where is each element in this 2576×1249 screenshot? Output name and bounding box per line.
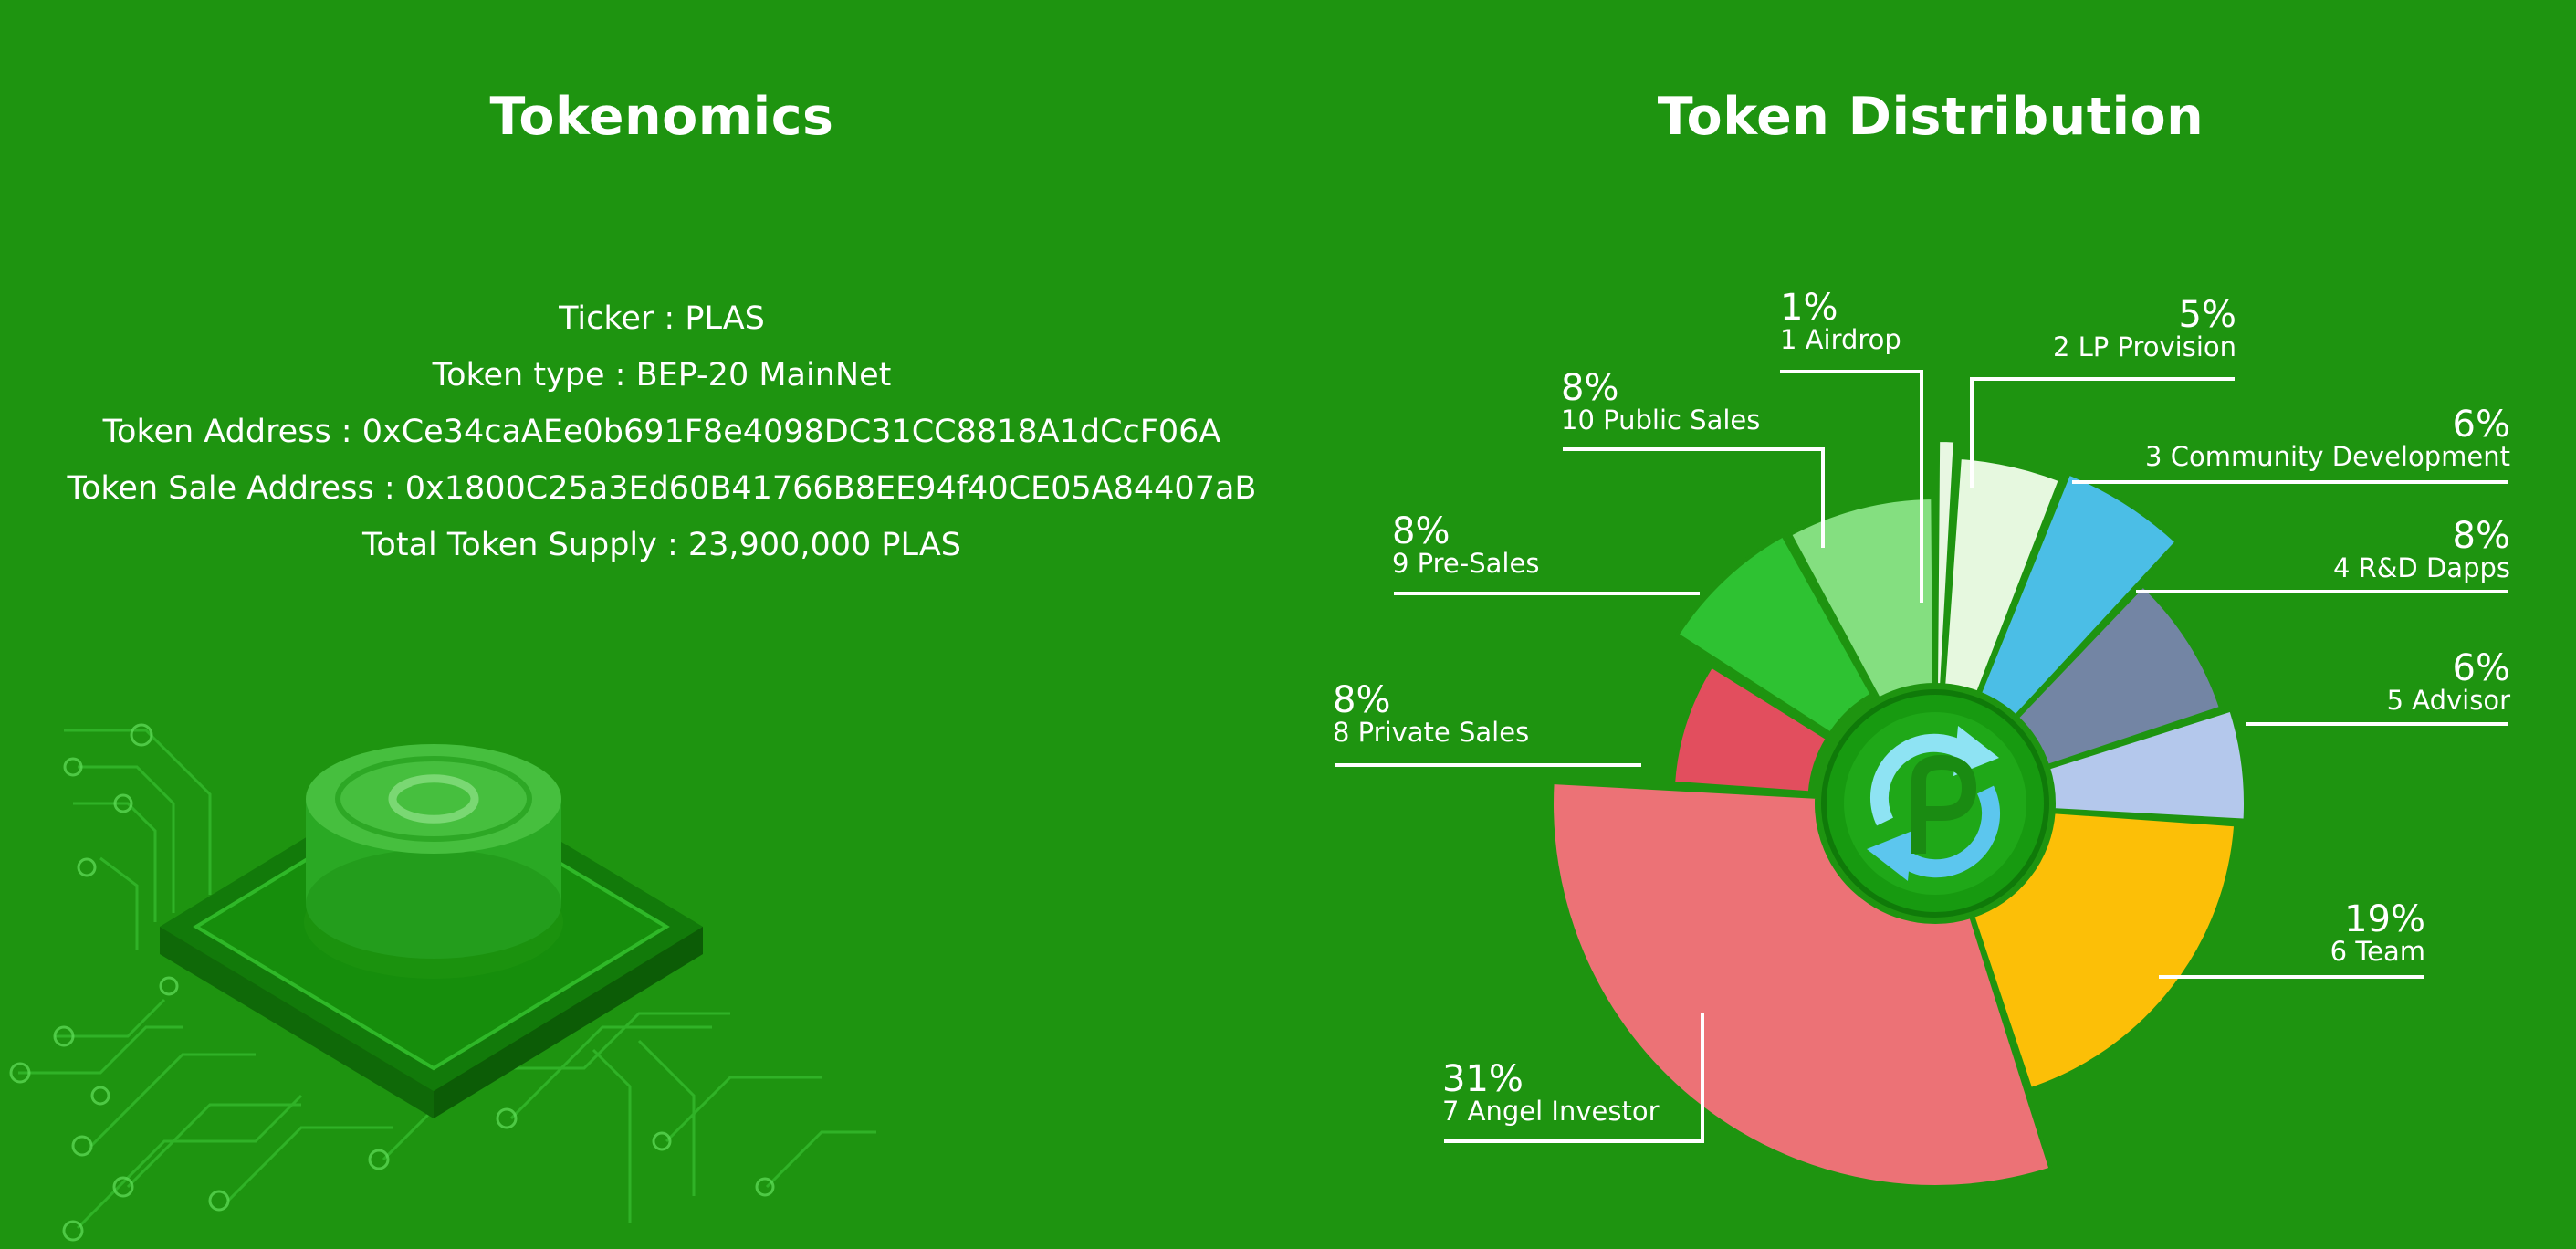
pie-slice-9-pre-sales — [1674, 532, 1875, 737]
value-label: 19% — [2344, 898, 2425, 940]
pie-slice-7-angel-investor — [1550, 780, 2054, 1189]
value-label: 6% — [2453, 647, 2510, 689]
value-label: 31% — [1442, 1058, 1524, 1100]
pie-slice-10-public-sales — [1787, 495, 1936, 702]
leader-line-2-lp-provision — [1970, 377, 2235, 488]
token-address-line: Token Address : 0xCe34caAEe0b691F8e4098D… — [102, 414, 1221, 450]
category-label: 7 Angel Investor — [1442, 1096, 1660, 1127]
category-label: 3 Community Development — [2145, 441, 2510, 472]
value-label: 8% — [1333, 679, 1390, 721]
category-label: 8 Private Sales — [1333, 717, 1529, 748]
category-label: 6 Team — [2330, 936, 2425, 967]
token-type-line: Token type : BEP-20 MainNet — [432, 357, 892, 394]
category-label: 5 Advisor — [2387, 685, 2510, 716]
category-label: 9 Pre-Sales — [1392, 548, 1539, 579]
category-label: 4 R&D Dapps — [2333, 552, 2510, 583]
pie-slice-5-advisor — [2046, 708, 2247, 823]
category-label: 1 Airdrop — [1780, 324, 1901, 355]
token-sale-address-line: Token Sale Address : 0x1800C25a3Ed60B417… — [67, 470, 1257, 507]
plastic-recycle-logo-icon — [1821, 689, 2049, 918]
tokenomics-heading: Tokenomics — [489, 87, 834, 147]
leader-line-10-public-sales — [1563, 447, 1825, 548]
leader-line-1-airdrop — [1780, 370, 1923, 603]
category-label: 10 Public Sales — [1561, 404, 1760, 436]
leader-line-7-angel-investor — [1444, 1013, 1704, 1143]
distribution-heading: Token Distribution — [1657, 87, 2204, 147]
pie-slice-4-r-d-dapps — [2014, 583, 2224, 769]
value-label: 5% — [2179, 294, 2236, 336]
total-supply-line: Total Token Supply : 23,900,000 PLAS — [362, 527, 961, 563]
tokenomics-info: Ticker : PLAS Token type : BEP-20 MainNe… — [37, 290, 1287, 573]
value-label: 8% — [1392, 510, 1450, 552]
pie-slice-6-team — [1970, 810, 2238, 1092]
pie-slice-1-airdrop — [1934, 437, 1957, 687]
pie-slice-2-lp-provision — [1942, 455, 2063, 696]
category-label: 2 LP Provision — [2053, 331, 2236, 362]
value-label: 1% — [1780, 287, 1838, 329]
pie-slice-8-private-sales — [1670, 663, 1830, 795]
ticker-line: Ticker : PLAS — [559, 300, 765, 337]
coin-chip-icon — [9, 723, 876, 1242]
value-label: 6% — [2453, 404, 2510, 446]
value-label: 8% — [2453, 515, 2510, 557]
value-label: 8% — [1561, 367, 1618, 409]
